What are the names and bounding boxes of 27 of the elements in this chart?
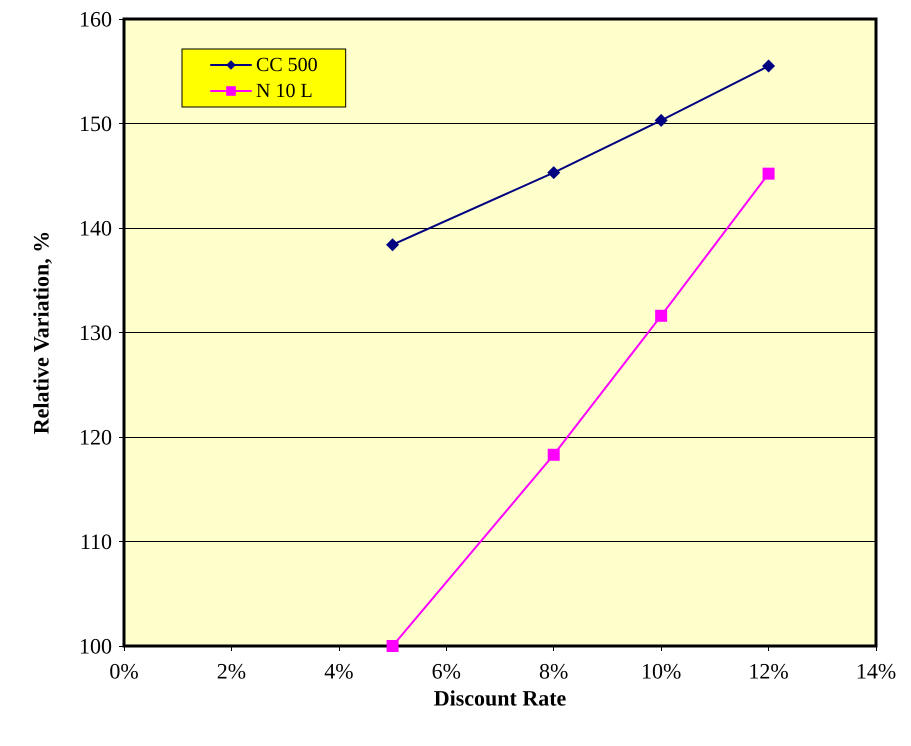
y-axis-title: Relative Variation, %: [28, 230, 54, 434]
point: [655, 310, 668, 322]
y-tick-label: 110: [80, 529, 112, 554]
point: [386, 238, 400, 252]
x-tick-label: 6%: [432, 658, 461, 684]
x-axis-title: Discount Rate: [434, 685, 567, 710]
x-tick-label: 12%: [748, 658, 789, 684]
legend-label: CC 500: [256, 54, 318, 76]
x-tick-label: 8%: [539, 658, 568, 684]
y-tick-label: 150: [79, 111, 112, 136]
x-tick-label: 14%: [856, 658, 896, 684]
y-tick-label: 130: [79, 320, 112, 345]
x-tick-label: 10%: [640, 658, 682, 684]
x-tick-label: 4%: [324, 658, 354, 684]
point: [654, 114, 668, 127]
point: [386, 640, 399, 652]
x-tick-label: 0%: [109, 658, 139, 684]
y-tick-label: 140: [79, 216, 112, 240]
point: [762, 168, 775, 180]
legend-label: N 10 L: [256, 80, 313, 102]
point: [548, 448, 560, 461]
x-tick-label: 2%: [216, 658, 246, 684]
y-tick-label: 160: [79, 6, 112, 32]
point: [762, 60, 776, 73]
point: [547, 166, 560, 180]
y-tick-label: 100: [79, 634, 112, 658]
y-tick-label: 120: [79, 424, 112, 450]
